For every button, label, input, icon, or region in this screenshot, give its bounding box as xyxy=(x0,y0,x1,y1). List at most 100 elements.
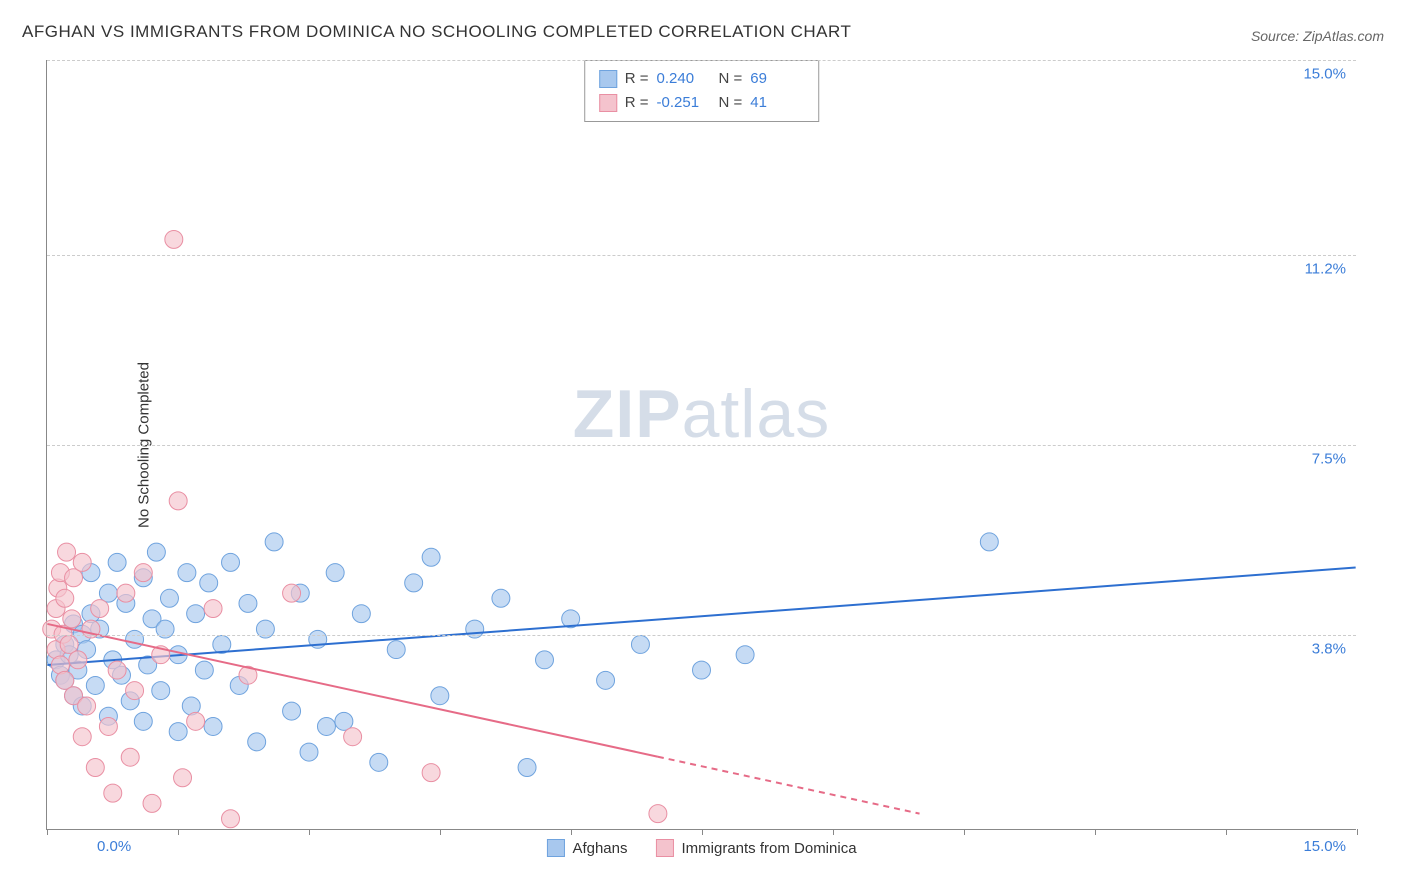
scatter-point xyxy=(649,805,667,823)
scatter-point xyxy=(239,594,257,612)
scatter-point xyxy=(108,553,126,571)
scatter-point xyxy=(187,605,205,623)
scatter-point xyxy=(86,758,104,776)
legend-swatch xyxy=(656,839,674,857)
scatter-point xyxy=(187,712,205,730)
scatter-point xyxy=(152,682,170,700)
scatter-point xyxy=(283,584,301,602)
legend-label: Afghans xyxy=(572,840,627,857)
y-tick-label: 7.5% xyxy=(1312,451,1346,468)
scatter-point xyxy=(631,635,649,653)
scatter-point xyxy=(143,794,161,812)
source-attribution: Source: ZipAtlas.com xyxy=(1251,28,1384,44)
gridline xyxy=(47,60,1356,61)
n-value: 41 xyxy=(750,91,804,115)
scatter-point xyxy=(344,728,362,746)
x-tick xyxy=(964,829,965,835)
scatter-point xyxy=(160,589,178,607)
legend-item: Immigrants from Dominica xyxy=(656,839,857,857)
scatter-point xyxy=(422,764,440,782)
chart-title: AFGHAN VS IMMIGRANTS FROM DOMINICA NO SC… xyxy=(22,22,851,42)
x-tick xyxy=(571,829,572,835)
y-tick-label: 3.8% xyxy=(1312,640,1346,657)
scatter-point xyxy=(134,564,152,582)
x-axis-label-max: 15.0% xyxy=(1303,838,1346,855)
scatter-point xyxy=(300,743,318,761)
stats-row: R = 0.240 N = 69 xyxy=(599,67,805,91)
scatter-point xyxy=(204,600,222,618)
r-label: R = xyxy=(625,91,649,115)
legend-swatch xyxy=(546,839,564,857)
scatter-point xyxy=(108,661,126,679)
chart-area: No Schooling Completed ZIPatlas R =0.240… xyxy=(46,60,1356,830)
n-label: N = xyxy=(719,67,743,91)
scatter-point xyxy=(736,646,754,664)
gridline xyxy=(47,635,1356,636)
legend-label: Immigrants from Dominica xyxy=(682,840,857,857)
trend-line xyxy=(47,568,1355,665)
legend-item: Afghans xyxy=(546,839,627,857)
scatter-point xyxy=(248,733,266,751)
scatter-point xyxy=(283,702,301,720)
scatter-point xyxy=(174,769,192,787)
y-tick-label: 15.0% xyxy=(1303,66,1346,83)
scatter-point xyxy=(200,574,218,592)
r-label: R = xyxy=(625,67,649,91)
legend-swatch xyxy=(599,70,617,88)
scatter-point xyxy=(370,753,388,771)
scatter-point xyxy=(165,230,183,248)
scatter-point xyxy=(56,589,74,607)
scatter-point xyxy=(597,671,615,689)
x-tick xyxy=(309,829,310,835)
y-tick-label: 11.2% xyxy=(1305,261,1346,278)
x-tick xyxy=(440,829,441,835)
x-tick xyxy=(1357,829,1358,835)
scatter-point xyxy=(169,492,187,510)
scatter-point xyxy=(980,533,998,551)
scatter-point xyxy=(492,589,510,607)
scatter-point xyxy=(431,687,449,705)
gridline xyxy=(47,255,1356,256)
scatter-point xyxy=(222,810,240,828)
x-tick xyxy=(1095,829,1096,835)
x-tick xyxy=(178,829,179,835)
scatter-point xyxy=(78,697,96,715)
scatter-point xyxy=(69,651,87,669)
scatter-point xyxy=(222,553,240,571)
scatter-point xyxy=(121,748,139,766)
gridline xyxy=(47,445,1356,446)
scatter-point xyxy=(405,574,423,592)
x-tick xyxy=(47,829,48,835)
scatter-point xyxy=(86,676,104,694)
stats-row: R =-0.251N =41 xyxy=(599,91,805,115)
scatter-point xyxy=(99,717,117,735)
scatter-point xyxy=(518,758,536,776)
x-tick xyxy=(1226,829,1227,835)
scatter-point xyxy=(117,584,135,602)
scatter-point xyxy=(387,641,405,659)
scatter-point xyxy=(73,553,91,571)
n-value: 69 xyxy=(750,67,804,91)
scatter-point xyxy=(195,661,213,679)
scatter-point xyxy=(317,717,335,735)
scatter-point xyxy=(536,651,554,669)
scatter-point xyxy=(73,728,91,746)
r-value: 0.240 xyxy=(657,67,711,91)
scatter-point xyxy=(126,630,144,648)
trend-line-dashed xyxy=(658,757,920,814)
scatter-point xyxy=(265,533,283,551)
legend-swatch xyxy=(599,94,617,112)
stats-legend: R = 0.240 N = 69R =-0.251N =41 xyxy=(584,60,820,122)
scatter-point xyxy=(178,564,196,582)
scatter-point xyxy=(147,543,165,561)
scatter-point xyxy=(104,784,122,802)
bottom-legend: Afghans Immigrants from Dominica xyxy=(546,839,856,857)
scatter-point xyxy=(91,600,109,618)
x-tick xyxy=(833,829,834,835)
scatter-point xyxy=(63,610,81,628)
scatter-point xyxy=(126,682,144,700)
scatter-point xyxy=(326,564,344,582)
x-tick xyxy=(702,829,703,835)
scatter-point xyxy=(204,717,222,735)
scatter-point xyxy=(58,543,76,561)
